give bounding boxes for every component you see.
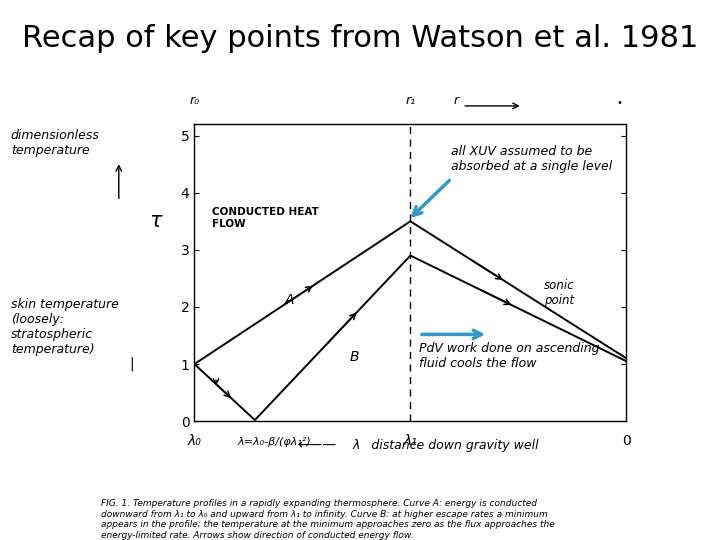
Text: λ   distance down gravity well: λ distance down gravity well — [353, 439, 539, 453]
Text: PdV work done on ascending
fluid cools the flow: PdV work done on ascending fluid cools t… — [419, 342, 600, 370]
Text: r₁: r₁ — [405, 94, 415, 107]
Text: ←——: ←—— — [297, 438, 336, 453]
Text: A: A — [284, 293, 294, 307]
Text: r₀: r₀ — [189, 94, 199, 107]
Text: CONDUCTED HEAT
FLOW: CONDUCTED HEAT FLOW — [212, 207, 318, 228]
Text: r: r — [454, 94, 459, 107]
Text: λ₁: λ₁ — [403, 434, 418, 448]
Text: dimensionless
temperature: dimensionless temperature — [11, 129, 99, 157]
Text: all XUV assumed to be
absorbed at a single level: all XUV assumed to be absorbed at a sing… — [451, 145, 613, 173]
Text: |: | — [130, 357, 134, 372]
Text: B: B — [349, 350, 359, 364]
Text: λ=λ₀-β/(φλ₁²): λ=λ₀-β/(φλ₁²) — [238, 437, 311, 447]
Text: 0: 0 — [622, 434, 631, 448]
Text: skin temperature
(loosely:
stratospheric
temperature): skin temperature (loosely: stratospheric… — [11, 298, 119, 356]
Text: sonic
point: sonic point — [544, 279, 575, 307]
Text: τ: τ — [149, 211, 162, 231]
Text: λ₀: λ₀ — [187, 434, 202, 448]
Text: FIG. 1. Temperature profiles in a rapidly expanding thermosphere. Curve A: energ: FIG. 1. Temperature profiles in a rapidl… — [101, 500, 554, 539]
Text: Recap of key points from Watson et al. 1981: Recap of key points from Watson et al. 1… — [22, 24, 698, 53]
Text: •: • — [617, 98, 623, 108]
